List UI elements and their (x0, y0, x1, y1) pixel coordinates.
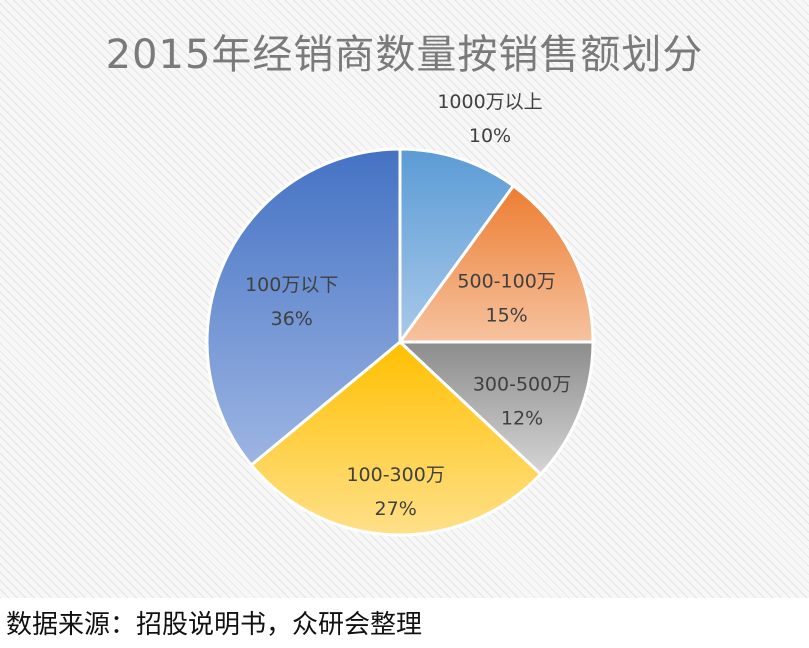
slice-value-label: 27% (375, 498, 417, 520)
pie-slice (398, 147, 516, 347)
slice-label: 1000万以上 (437, 91, 542, 113)
pie-chart: 1000万以上 10% 500-100万 15% 300-500万 12% 100-300万… (205, 91, 595, 537)
pie-slice (249, 340, 543, 537)
slice-label: 500-100万 (457, 271, 555, 293)
slice-value-label: 36% (271, 308, 313, 330)
slice-value-label: 15% (486, 305, 528, 327)
pie-slice (397, 183, 595, 344)
chart-title: 2015年经销商数量按销售额划分 (105, 32, 704, 78)
slice-label: 100-300万 (346, 464, 444, 486)
pie-slice (396, 340, 595, 477)
chart-area: 2015年经销商数量按销售额划分 1000万以上 10% 500-100万 15% 30… (0, 0, 809, 598)
slice-label: 100万以下 (245, 274, 338, 296)
pie-slice (205, 147, 402, 468)
slice-label: 300-500万 (473, 373, 571, 395)
source-note: 数据来源：招股说明书，众研会整理 (6, 610, 423, 640)
slice-value-label: 10% (469, 125, 511, 147)
slice-value-label: 12% (501, 407, 543, 429)
